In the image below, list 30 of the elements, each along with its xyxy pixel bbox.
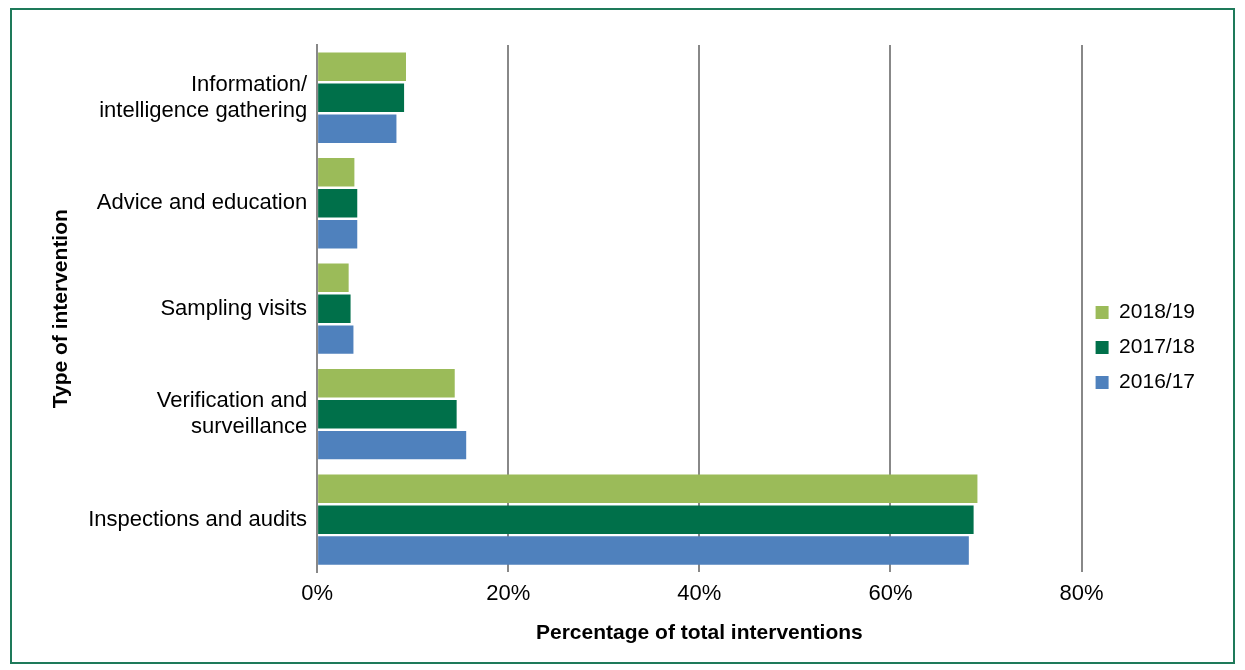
legend-label: 2018/19 xyxy=(1119,299,1196,323)
bar xyxy=(318,52,406,82)
bar xyxy=(318,325,354,354)
bar xyxy=(318,369,455,398)
y-tick-label: Verification and surveillance xyxy=(156,387,308,439)
bar xyxy=(318,188,358,218)
y-tick-label: Information/ intelligence gathering xyxy=(99,70,309,122)
legend-label: 2017/18 xyxy=(1119,334,1196,358)
bar xyxy=(318,505,974,534)
x-tick-label: 60% xyxy=(868,579,913,605)
bar xyxy=(318,536,969,565)
x-axis-title: Percentage of total interventions xyxy=(535,620,863,644)
bar xyxy=(318,399,457,429)
y-tick-label: Sampling visits xyxy=(160,294,308,320)
x-tick-label: 40% xyxy=(677,579,722,605)
bar xyxy=(318,474,978,503)
bar xyxy=(318,83,405,112)
y-axis-title: Type of intervention xyxy=(48,209,72,409)
y-tick-label: Inspections and audits xyxy=(88,505,308,531)
legend-label: 2016/17 xyxy=(1119,369,1196,393)
bar xyxy=(318,263,349,292)
bar xyxy=(318,219,358,249)
bar xyxy=(318,158,355,187)
y-tick-label: Advice and education xyxy=(96,189,308,215)
x-tick-label: 0% xyxy=(301,579,334,605)
x-tick-label: 20% xyxy=(486,579,531,605)
bar xyxy=(318,114,397,143)
bar xyxy=(318,294,351,323)
bar xyxy=(318,430,467,460)
x-tick-label: 80% xyxy=(1059,579,1104,605)
